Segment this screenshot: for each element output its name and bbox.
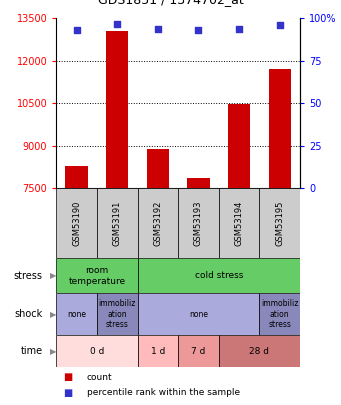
Text: GSM53193: GSM53193 [194,200,203,246]
Text: GSM53195: GSM53195 [275,200,284,246]
Bar [97,188,137,258]
Text: cold stress: cold stress [195,271,243,280]
Bar [260,293,300,335]
Text: none: none [189,310,208,319]
Point [74,27,79,33]
Text: ■: ■ [63,388,72,398]
Text: GSM53194: GSM53194 [235,200,243,246]
Text: 7 d: 7 d [191,347,206,356]
Bar [56,188,97,258]
Bar [56,258,137,293]
Bar [269,69,291,188]
Bar [137,335,178,367]
Text: GSM53192: GSM53192 [153,200,162,246]
Text: ▶: ▶ [49,310,56,319]
Bar [219,188,260,258]
Text: immobiliz
ation
stress: immobiliz ation stress [261,299,298,329]
Bar [65,166,88,188]
Text: time: time [20,346,43,356]
Point [155,26,161,32]
Point [277,22,282,28]
Point [196,27,201,33]
Bar [137,188,178,258]
Bar [187,178,210,188]
Text: room
temperature: room temperature [68,266,125,286]
Text: GSM53190: GSM53190 [72,200,81,246]
Text: ▶: ▶ [49,271,56,280]
Bar [106,31,129,188]
Bar [219,335,300,367]
Text: 28 d: 28 d [250,347,269,356]
Bar [97,293,137,335]
Bar [137,293,260,335]
Text: stress: stress [14,271,43,281]
Text: GDS1851 / 1374702_at: GDS1851 / 1374702_at [98,0,243,6]
Bar [178,188,219,258]
Bar [56,293,97,335]
Text: 0 d: 0 d [90,347,104,356]
Text: shock: shock [14,309,43,319]
Bar [228,104,250,188]
Bar [56,335,137,367]
Text: none: none [67,310,86,319]
Text: percentile rank within the sample: percentile rank within the sample [87,388,240,397]
Text: count: count [87,373,113,382]
Text: ▶: ▶ [49,347,56,356]
Bar [260,188,300,258]
Point [115,21,120,28]
Text: 1 d: 1 d [151,347,165,356]
Text: ■: ■ [63,372,72,382]
Bar [178,335,219,367]
Point [236,26,242,32]
Text: immobiliz
ation
stress: immobiliz ation stress [99,299,136,329]
Bar [137,258,300,293]
Text: GSM53191: GSM53191 [113,200,122,246]
Bar [147,149,169,188]
